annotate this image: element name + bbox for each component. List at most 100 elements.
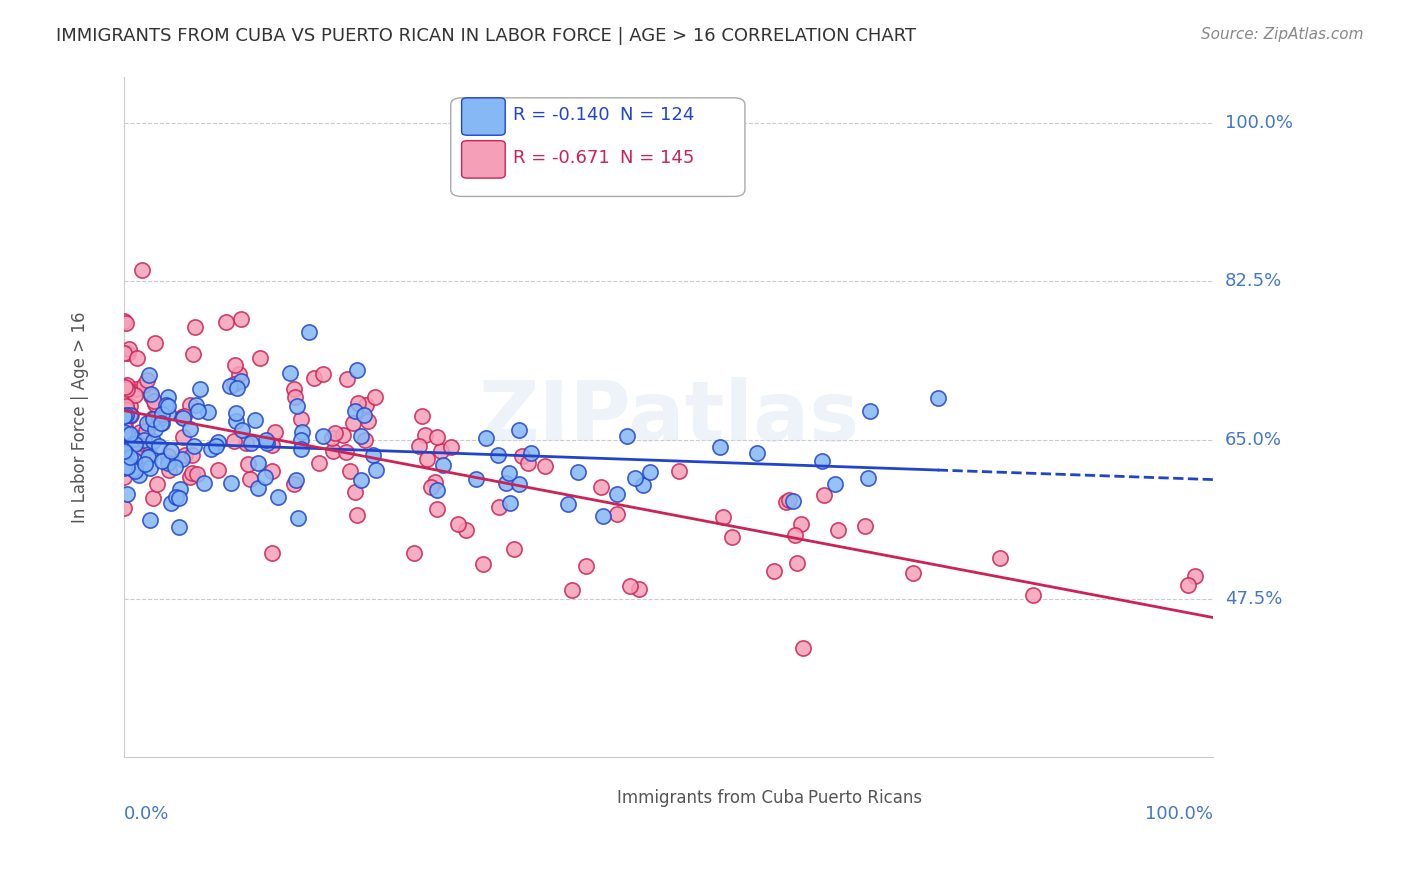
Point [344, 485, 367, 500]
Point [225, 406, 247, 420]
Point [112, 469, 135, 483]
Point [122, 432, 145, 446]
Point [308, 456, 330, 470]
Point [827, 524, 849, 538]
Point [155, 398, 177, 412]
Point [112, 409, 135, 424]
Text: N = 145: N = 145 [620, 149, 695, 167]
Text: N = 124: N = 124 [620, 106, 695, 124]
Point [236, 457, 259, 471]
Point [606, 487, 628, 501]
Point [267, 490, 290, 504]
Point [508, 423, 530, 437]
Point [125, 436, 148, 450]
Point [150, 416, 173, 430]
Point [426, 483, 449, 497]
Point [200, 442, 222, 457]
Point [118, 427, 141, 442]
Point [332, 428, 354, 442]
Point [246, 482, 269, 496]
Point [112, 501, 135, 516]
Point [510, 449, 533, 463]
Point [447, 517, 470, 532]
Point [118, 456, 141, 470]
Point [143, 394, 166, 409]
Point [118, 409, 141, 423]
Point [786, 556, 808, 570]
Point [169, 482, 191, 496]
Point [231, 374, 253, 388]
Point [112, 450, 135, 464]
FancyBboxPatch shape [769, 784, 803, 814]
Point [219, 379, 242, 393]
Point [1184, 568, 1206, 582]
Point [142, 411, 165, 425]
FancyBboxPatch shape [451, 98, 745, 196]
Point [159, 463, 181, 477]
Point [115, 427, 138, 442]
Point [179, 422, 201, 436]
Point [115, 400, 138, 414]
Point [139, 416, 162, 430]
Text: 100.0%: 100.0% [1146, 805, 1213, 823]
Point [249, 351, 271, 365]
Point [361, 448, 384, 462]
Point [721, 531, 744, 545]
Text: 65.0%: 65.0% [1225, 431, 1282, 449]
Point [782, 494, 804, 508]
Point [486, 448, 509, 462]
Text: 0.0%: 0.0% [124, 805, 169, 823]
Point [135, 424, 157, 438]
Point [112, 419, 135, 434]
Point [114, 380, 136, 394]
Point [290, 433, 312, 447]
Point [222, 376, 245, 391]
Point [495, 475, 517, 490]
Point [120, 458, 142, 473]
Point [709, 440, 731, 454]
Point [631, 477, 654, 491]
Point [312, 429, 335, 443]
Point [124, 437, 146, 451]
Point [411, 409, 433, 424]
Point [346, 363, 368, 377]
Point [148, 439, 170, 453]
Point [117, 430, 139, 444]
Text: 100.0%: 100.0% [1225, 114, 1292, 132]
Point [120, 450, 142, 464]
Point [207, 463, 229, 477]
Point [231, 423, 253, 437]
Point [225, 381, 247, 395]
Point [901, 566, 924, 581]
Point [264, 425, 287, 439]
Point [180, 448, 202, 462]
Point [342, 416, 364, 430]
Point [354, 398, 377, 412]
Point [561, 582, 583, 597]
Point [499, 496, 522, 510]
Point [115, 403, 138, 417]
Point [132, 377, 155, 392]
Point [172, 430, 194, 444]
Point [262, 464, 284, 478]
Point [323, 426, 346, 441]
Point [262, 438, 284, 452]
Point [853, 519, 876, 533]
Point [240, 436, 263, 450]
Point [115, 459, 138, 474]
Point [159, 444, 181, 458]
Point [711, 509, 734, 524]
Point [124, 388, 146, 402]
Point [246, 456, 269, 470]
Point [184, 319, 207, 334]
Point [142, 411, 165, 425]
Point [619, 579, 641, 593]
Point [186, 467, 208, 481]
Point [516, 456, 538, 470]
Point [575, 558, 598, 573]
Point [128, 468, 150, 483]
Point [120, 399, 142, 413]
Point [254, 433, 277, 447]
Point [112, 461, 135, 475]
Point [616, 429, 638, 443]
